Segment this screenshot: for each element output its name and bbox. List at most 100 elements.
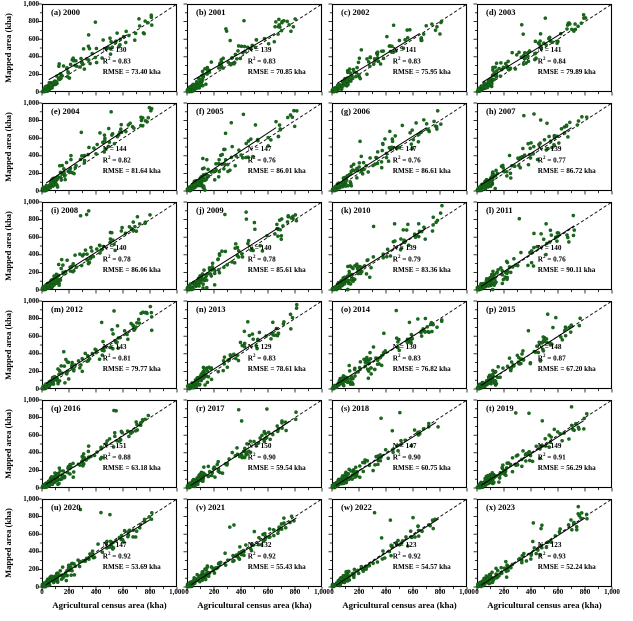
data-point	[244, 210, 248, 214]
data-point	[272, 333, 277, 338]
data-point	[94, 247, 99, 251]
data-point	[69, 153, 73, 158]
data-point	[436, 425, 440, 429]
data-point	[501, 463, 505, 467]
data-point	[149, 23, 154, 27]
data-point	[252, 220, 257, 225]
data-point	[432, 119, 436, 124]
data-point	[61, 263, 65, 267]
data-point	[351, 266, 355, 271]
data-point	[382, 331, 386, 336]
data-point	[266, 144, 271, 148]
axis-tick-label: 600	[28, 331, 40, 340]
axis-tick-label: 0	[35, 87, 40, 96]
data-point	[266, 41, 271, 46]
data-point	[383, 349, 388, 353]
data-point	[82, 67, 87, 71]
data-point	[106, 126, 111, 131]
data-point	[195, 181, 200, 186]
data-point	[489, 272, 494, 277]
data-point	[210, 566, 215, 570]
data-point	[103, 147, 108, 151]
data-point	[538, 359, 543, 363]
data-point	[431, 223, 435, 227]
data-point	[341, 383, 346, 388]
data-point	[71, 470, 76, 474]
data-point	[112, 408, 116, 413]
axis-tick-label: 400	[28, 349, 40, 358]
data-point	[133, 224, 137, 229]
data-point	[136, 317, 141, 322]
data-point	[475, 584, 480, 589]
axis-tick-label: 800	[289, 588, 301, 596]
data-point	[249, 548, 254, 553]
axis-tick-label: 800	[28, 512, 40, 521]
data-point	[228, 168, 232, 173]
data-point	[80, 369, 85, 374]
scatter-panel: (f) 2005 N = 147 R2 = 0.76 RMSE = 86.01 kha	[183, 102, 323, 195]
data-point	[488, 180, 493, 185]
axis-tick-label: 1,000	[23, 296, 39, 305]
data-point	[229, 61, 233, 66]
data-point	[520, 352, 524, 356]
data-point	[394, 308, 399, 313]
data-point	[475, 485, 480, 490]
plot-frame	[41, 201, 178, 291]
data-point	[215, 462, 220, 467]
data-point	[57, 163, 62, 168]
data-point	[49, 574, 54, 579]
data-point	[262, 438, 266, 443]
data-point	[366, 258, 370, 262]
data-point	[149, 108, 153, 113]
data-point	[510, 456, 515, 460]
data-point	[109, 230, 114, 235]
scatter-panel: (i) 2008 N = 140 R2 = 0.78 RMSE = 86.06 kha	[38, 201, 178, 294]
data-point	[59, 266, 64, 271]
scatter-plot	[38, 300, 178, 393]
x-axis-title: Agricultural census area (kha)	[52, 600, 167, 610]
data-point	[573, 22, 577, 26]
stat-rmse: RMSE = 52.24 kha	[537, 562, 596, 571]
data-point	[192, 283, 197, 288]
stat-n: N = 129	[247, 343, 272, 352]
panel-label: (m) 2012	[51, 304, 83, 314]
data-point	[521, 146, 525, 151]
data-point	[226, 60, 231, 65]
stat-rmse: RMSE = 56.29 kha	[537, 463, 596, 472]
data-point	[400, 123, 405, 128]
axis-tick-label: 0	[35, 483, 40, 492]
data-point	[413, 535, 417, 539]
regression-line	[335, 227, 427, 286]
data-point	[541, 339, 546, 343]
data-point	[504, 575, 509, 579]
data-point	[79, 130, 84, 135]
data-point	[410, 336, 415, 341]
data-point	[513, 411, 518, 415]
axis-tick-label: 200	[28, 366, 40, 375]
data-point	[106, 46, 111, 50]
stat-r2: R2 = 0.77	[537, 155, 566, 165]
data-point	[495, 271, 499, 275]
data-point	[398, 410, 402, 415]
data-point	[203, 577, 208, 582]
data-point	[544, 545, 549, 550]
data-point	[63, 381, 67, 385]
scatter-panel: (p) 2015 N = 148 R2 = 0.87 RMSE = 67.20 kha	[473, 300, 613, 393]
data-point	[546, 146, 550, 151]
data-point	[102, 150, 107, 154]
data-point	[109, 39, 113, 44]
data-points	[475, 213, 577, 292]
data-point	[354, 264, 359, 268]
data-point	[428, 322, 433, 327]
data-point	[93, 55, 98, 60]
data-point	[220, 249, 224, 254]
panel-label: (w) 2022	[341, 502, 372, 512]
data-point	[56, 572, 60, 576]
data-point	[234, 57, 239, 61]
data-point	[127, 224, 132, 229]
data-point	[508, 66, 513, 71]
data-point	[401, 228, 406, 232]
data-point	[352, 469, 357, 474]
data-point	[374, 454, 379, 459]
data-point	[500, 281, 505, 286]
